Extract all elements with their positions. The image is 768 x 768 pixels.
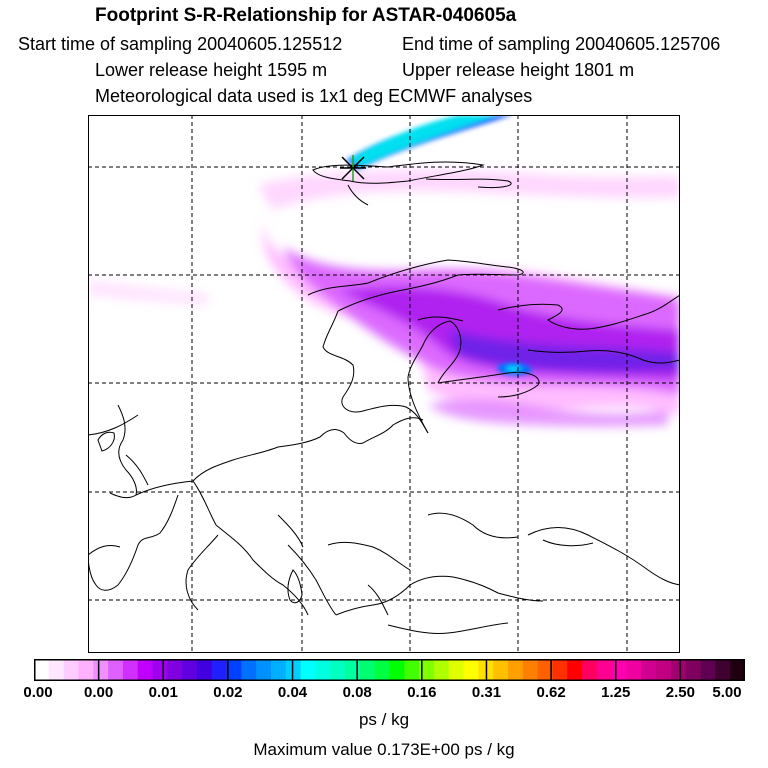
colorbar-swatch [241,659,257,681]
lower-release-height-label: Lower release height 1595 m [95,60,328,80]
colorbar-tick-label: 2.50 [665,684,695,701]
footprint-plume [88,115,680,427]
meteorological-data-label: Meteorological data used is 1x1 deg ECMW… [95,86,533,106]
colorbar-swatch [93,659,109,681]
colorbar-tick-label: 0.00 [23,684,53,701]
colorbar-swatch [685,659,702,681]
colorbar-swatch [196,659,213,681]
colorbar-swatch [345,659,361,681]
colorbar-swatch [670,659,687,681]
colorbar-swatch [404,659,420,681]
colorbar-swatch [537,659,554,681]
colorbar-tick-label: 0.04 [277,684,308,701]
colorbar-tick-label: 0.00 [84,684,114,701]
colorbar-swatch [463,659,479,681]
colorbar-swatch [315,659,331,681]
colorbar-swatch [508,659,524,681]
colorbar-tick-label: 0.62 [536,684,566,701]
colorbar-swatch [108,659,124,681]
colorbar-swatch [359,659,376,681]
colorbar-swatch [330,659,346,681]
end-time-label: End time of sampling 20040605.125706 [402,34,721,54]
colorbar-swatch [182,659,198,681]
footprint-map [88,115,680,653]
colorbar [34,659,745,681]
colorbar-swatch [611,659,628,681]
colorbar-swatch [389,659,405,681]
colorbar-swatch [122,659,139,681]
colorbar-swatch [448,659,465,681]
colorbar-tick-label: 1.25 [601,684,631,701]
colorbar-swatch [641,659,657,681]
colorbar-swatch [63,659,80,681]
graticule [88,115,680,653]
colorbar-swatch [493,659,509,681]
colorbar-swatch [522,659,539,681]
colorbar-swatch [256,659,272,681]
start-time-label: Start time of sampling 20040605.125512 [18,34,343,54]
release-point-marker [340,155,366,181]
colorbar-swatch [596,659,613,681]
colorbar-swatch [730,659,745,681]
colorbar-swatch [48,659,65,681]
upper-release-height-label: Upper release height 1801 m [402,60,635,80]
colorbar-swatch [626,659,642,681]
colorbar-swatch [211,659,228,681]
colorbar-swatch [419,659,435,681]
colorbar-swatch [226,659,242,681]
colorbar-swatch [700,659,716,681]
colorbar-tick-label: 0.02 [213,684,243,701]
colorbar-swatch [78,659,94,681]
colorbar-swatch [137,659,154,681]
colorbar-tick-label: 0.31 [471,684,502,701]
map-frame [88,115,680,653]
colorbar-swatch [271,659,287,681]
colorbar-tick-label: 5.00 [712,684,742,701]
colorbar-swatch [715,659,731,681]
colorbar-swatch [567,659,583,681]
plot-title: Footprint S-R-Relationship for ASTAR-040… [95,5,517,26]
colorbar-swatch [552,659,568,681]
colorbar-swatch [152,659,168,681]
colorbar-frame [34,659,745,681]
colorbar-swatch [285,659,302,681]
colorbar-swatch [300,659,317,681]
colorbar-swatch [374,659,391,681]
colorbar-unit-label: ps / kg [358,710,410,729]
colorbar-tick-label: 0.01 [148,684,178,701]
colorbar-swatch [656,659,672,681]
coastlines [88,161,680,634]
colorbar-tick-label: 0.08 [342,684,372,701]
maximum-value-label: Maximum value 0.173E+00 ps / kg [253,740,515,759]
colorbar-swatch [34,659,50,681]
colorbar-swatch [167,659,183,681]
colorbar-tick-label: 0.16 [407,684,437,701]
colorbar-swatch [582,659,598,681]
colorbar-swatch [433,659,450,681]
